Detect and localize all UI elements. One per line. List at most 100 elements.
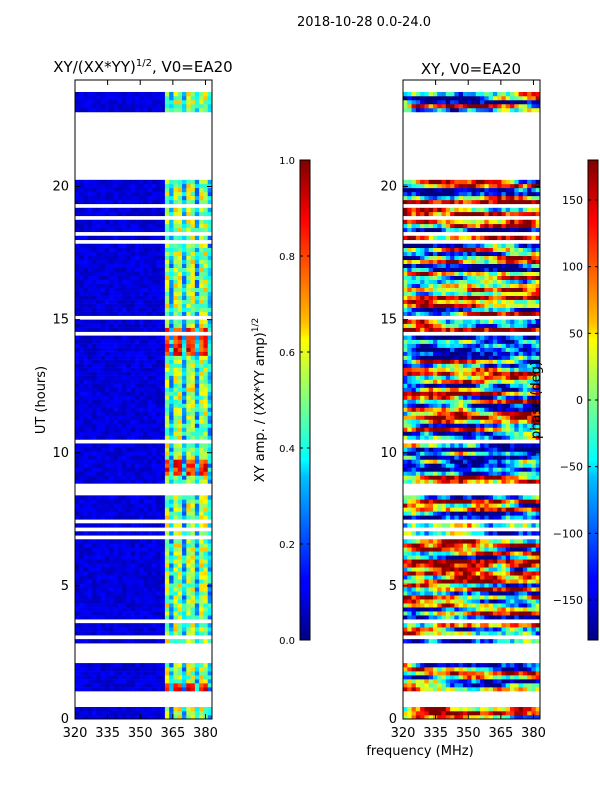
amplitude-cell [87,411,93,416]
amplitude-cell [96,447,102,452]
amplitude-cell [113,183,119,189]
amplitude-cell [134,291,140,296]
amplitude-cell [207,387,212,392]
amplitude-colorbar-tick-label: 0.4 [279,444,295,455]
amplitude-cell [117,503,123,508]
amplitude-cell [134,495,140,500]
amplitude-cell [83,423,89,428]
amplitude-cell [96,255,102,261]
amplitude-row [75,595,212,600]
amplitude-cell [207,195,212,201]
amplitude-cell [134,299,140,304]
amplitude-cell [177,555,183,560]
amplitude-row [75,435,212,440]
amplitude-cell [126,475,132,480]
amplitude-cell [164,179,170,185]
amplitude-cell [190,435,196,440]
amplitude-cell [134,319,140,324]
phase-cell [522,663,528,668]
amplitude-cell [75,415,80,420]
amplitude-cell [169,219,174,225]
amplitude-cell [190,195,196,201]
amplitude-row [75,279,212,284]
phase-cell [403,671,408,676]
amplitude-cell [75,611,80,616]
amplitude-cell [109,615,114,620]
amplitude-cell [139,199,144,205]
amplitude-cell [134,575,140,580]
amplitude-cell [160,271,166,276]
phase-cell [527,575,532,580]
amplitude-cell [139,531,144,536]
amplitude-cell [100,615,106,620]
amplitude-cell [134,531,140,536]
amplitude-cell [147,235,153,241]
amplitude-cell [194,579,200,584]
phase-cell [403,595,408,600]
amplitude-row [75,459,212,464]
amplitude-cell [139,299,144,304]
amplitude-cell [173,663,179,668]
amplitude-cell [79,387,84,392]
amplitude-cell [186,275,191,280]
amplitude-cell [117,583,123,588]
phase-cell [505,683,511,688]
phase-cell [420,555,425,560]
amplitude-cell [207,235,212,241]
phase-cell [475,547,481,552]
amplitude-cell [182,567,187,572]
phase-cell [501,559,507,564]
amplitude-cell [117,319,123,324]
phase-cell [450,543,455,548]
amplitude-cell [100,391,106,396]
amplitude-cell [92,327,97,332]
amplitude-cell [147,319,153,324]
amplitude-cell [173,235,179,241]
phase-cell [450,711,455,716]
phase-cell [510,683,515,688]
amplitude-cell [207,183,212,189]
amplitude-cell [173,383,179,388]
amplitude-cell [109,435,114,440]
amplitude-cell [143,547,149,552]
amplitude-cell [186,515,191,520]
phase-cell [471,627,477,632]
amplitude-cell [156,715,162,719]
amplitude-cell [143,191,149,197]
amplitude-cell [83,447,89,452]
amplitude-cell [164,399,170,404]
amplitude-cell [199,675,204,680]
amplitude-cell [75,303,80,308]
amplitude-cell [160,95,166,101]
amplitude-cell [190,179,196,185]
amplitude-cell [126,351,132,356]
amplitude-cell [190,199,196,205]
amplitude-cell [134,707,140,712]
amplitude-cell [156,343,162,348]
amplitude-cell [87,107,93,113]
amplitude-cell [190,447,196,452]
amplitude-cell [113,623,119,628]
amplitude-cell [190,243,196,249]
phase-cell [501,667,507,672]
phase-cell [437,631,442,636]
amplitude-cell [147,359,153,364]
amplitude-row [75,299,212,304]
phase-cell [522,715,528,719]
amplitude-cell [173,323,179,328]
amplitude-cell [182,631,187,636]
amplitude-cell [177,303,183,308]
phase-cell [497,547,502,552]
amplitude-cell [143,471,149,476]
amplitude-cell [75,371,80,376]
amplitude-cell [130,299,136,304]
amplitude-cell [79,303,84,308]
amplitude-cell [126,423,132,428]
amplitude-cell [134,423,140,428]
phase-cell [514,675,519,680]
amplitude-cell [113,679,119,684]
amplitude-cell [190,571,196,576]
amplitude-cell [164,347,170,352]
amplitude-cell [83,595,89,600]
amplitude-cell [177,451,183,456]
